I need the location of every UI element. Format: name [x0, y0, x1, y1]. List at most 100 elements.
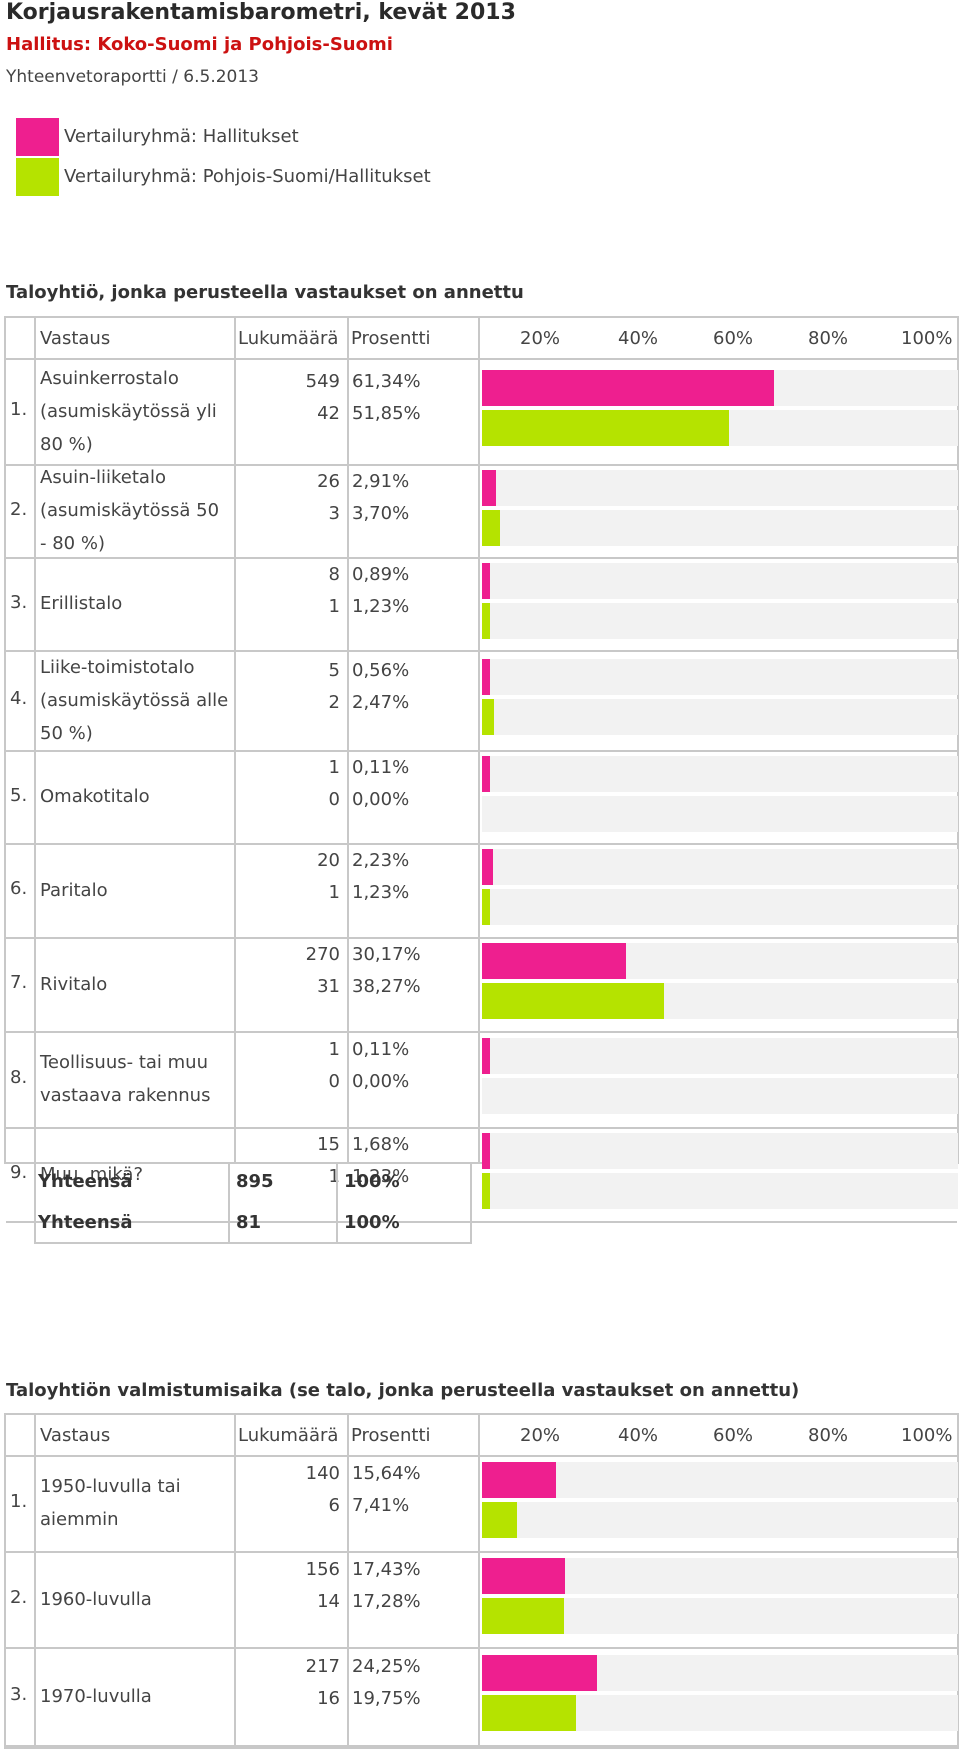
count-series-2: 16 — [317, 1688, 340, 1709]
bar-series-1 — [482, 1038, 490, 1074]
count-series-1: 549 — [305, 371, 340, 392]
count-series-2: 3 — [328, 502, 340, 524]
column-divider — [34, 1415, 36, 1747]
table-row: 9. Muu, mikä? 15 1 1,68% 1,23% — [6, 1127, 958, 1223]
bar-track — [482, 659, 958, 695]
bar-series-2 — [482, 983, 664, 1019]
percent-series-2: 1,23% — [352, 882, 410, 903]
count-series-1: 217 — [305, 1656, 340, 1677]
count-series-2: 14 — [317, 1591, 340, 1612]
results-table-construction-decade: Vastaus Lukumäärä Prosentti 20% 40% 60% 80% 100… — [4, 1413, 959, 1749]
column-divider — [478, 318, 480, 1162]
count-series-1: 156 — [305, 1559, 340, 1580]
report-subtitle: Hallitus: Koko-Suomi ja Pohjois-Suomi — [6, 34, 393, 55]
results-table-building-type: Vastaus Lukumäärä Prosentti 20% 40% 60% 80% 100… — [4, 316, 959, 1223]
row-number: 7. — [10, 972, 28, 993]
bar-track — [482, 699, 958, 735]
count-series-2: 1 — [328, 1166, 340, 1187]
bar-series-1 — [482, 943, 626, 979]
count-series-1: 1 — [328, 1039, 340, 1060]
legend-swatch — [16, 118, 59, 156]
row-answer: 1960-luvulla — [40, 1588, 152, 1610]
bar-track — [482, 509, 958, 546]
totals-count: 895 — [236, 1171, 274, 1192]
bar-track — [482, 755, 958, 792]
count-series-1: 140 — [305, 1463, 340, 1484]
legend-label: Vertailuryhmä: Pohjois-Suomi/Hallitukset — [64, 166, 431, 187]
table-row: 5. Omakotitalo 1 0 0,11% 0,00% — [6, 750, 958, 845]
row-answer: Omakotitalo — [40, 786, 150, 807]
percent-series-2: 0,00% — [352, 788, 410, 810]
table-row: 3. 1970-luvulla 217 16 24,25% 19,75% — [6, 1647, 958, 1747]
header-percent: Prosentti — [351, 1425, 431, 1446]
bar-track — [482, 1462, 958, 1498]
row-answer: Paritalo — [40, 879, 108, 901]
row-number: 8. — [10, 1067, 28, 1088]
column-divider — [34, 318, 36, 1162]
count-series-2: 0 — [328, 788, 340, 810]
percent-series-2: 0,00% — [352, 1071, 410, 1092]
totals-label: Yhteensä — [38, 1212, 133, 1233]
bar-track — [482, 1558, 958, 1594]
row-answer: Erillistalo — [40, 593, 123, 614]
header-scale-tick: 40% — [618, 328, 659, 349]
column-divider — [336, 1162, 338, 1242]
percent-series-2: 1,23% — [352, 1166, 410, 1187]
count-series-2: 31 — [317, 976, 340, 997]
percent-series-1: 17,43% — [352, 1559, 421, 1580]
table-row: 8. Teollisuus- tai muu vastaava rakennus 1… — [6, 1031, 958, 1129]
bar-series-1 — [482, 1558, 565, 1594]
percent-series-2: 51,85% — [352, 403, 421, 424]
bar-series-2 — [482, 602, 490, 639]
percent-series-2: 2,47% — [352, 692, 410, 713]
column-divider — [228, 1162, 230, 1242]
header-answer: Vastaus — [40, 328, 111, 349]
column-divider — [478, 1415, 480, 1747]
percent-series-2: 7,41% — [352, 1495, 410, 1516]
count-series-2: 42 — [317, 403, 340, 424]
column-divider — [234, 1415, 236, 1747]
header-scale-tick: 60% — [713, 328, 754, 349]
count-series-2: 1 — [328, 595, 340, 617]
header-scale-tick: 60% — [713, 1425, 754, 1446]
bar-series-1 — [482, 659, 490, 695]
bar-track — [482, 562, 958, 599]
percent-series-1: 15,64% — [352, 1463, 421, 1484]
row-number: 4. — [10, 688, 28, 709]
bar-track — [482, 1502, 958, 1538]
bar-track — [482, 1133, 958, 1169]
count-series-2: 6 — [328, 1495, 340, 1516]
table-row: 4. Liike-toimistotalo (asumiskäytössä all… — [6, 650, 958, 752]
bar-series-2 — [482, 410, 729, 446]
header-scale-tick: 20% — [520, 1425, 561, 1446]
legend-label: Vertailuryhmä: Hallitukset — [64, 126, 299, 147]
row-answer: 1970-luvulla — [40, 1685, 152, 1707]
row-number: 2. — [10, 498, 28, 520]
legend-swatch — [16, 158, 59, 196]
section-title: Taloyhtiön valmistumisaika (se talo, jon… — [6, 1380, 800, 1401]
bar-track — [482, 370, 958, 406]
row-answer: 1950-luvulla tai aiemmin — [40, 1476, 181, 1530]
header-answer: Vastaus — [40, 1425, 111, 1446]
row-answer: Teollisuus- tai muu vastaava rakennus — [40, 1052, 211, 1106]
table-row: 2. Asuin-liiketalo (asumiskäytössä 50 - 8… — [6, 464, 958, 559]
header-scale-tick: 100% — [901, 1425, 953, 1446]
totals-label: Yhteensä — [38, 1171, 133, 1192]
bar-series-1 — [482, 1462, 556, 1498]
percent-series-1: 30,17% — [352, 944, 421, 965]
percent-series-1: 24,25% — [352, 1656, 421, 1677]
count-series-1: 5 — [328, 660, 340, 681]
bar-track — [482, 1078, 958, 1114]
header-scale-tick: 20% — [520, 328, 561, 349]
percent-series-1: 0,11% — [352, 1039, 410, 1060]
bar-series-1 — [482, 370, 774, 406]
column-divider — [234, 318, 236, 1162]
bar-series-2 — [482, 1598, 564, 1634]
header-count: Lukumäärä — [238, 328, 339, 349]
bar-series-2 — [482, 509, 500, 546]
percent-series-1: 1,68% — [352, 1134, 410, 1155]
row-answer: Asuin-liiketalo (asumiskäytössä 50 - 80 … — [40, 467, 220, 554]
percent-series-1: 2,91% — [352, 470, 410, 492]
row-answer: Rivitalo — [40, 973, 108, 995]
bar-series-1 — [482, 562, 490, 599]
